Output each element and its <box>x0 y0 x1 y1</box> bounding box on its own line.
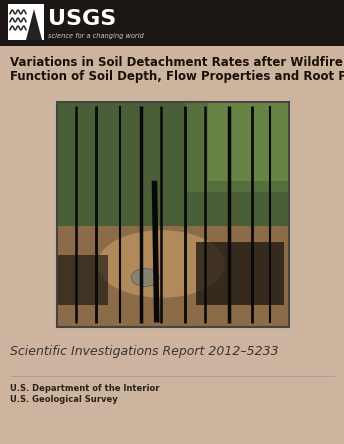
Text: science for a changing world: science for a changing world <box>48 33 144 39</box>
Text: Scientific Investigations Report 2012–5233: Scientific Investigations Report 2012–52… <box>10 345 279 358</box>
Text: Variations in Soil Detachment Rates after Wildfire as a: Variations in Soil Detachment Rates afte… <box>10 56 344 69</box>
Bar <box>196 242 284 305</box>
Bar <box>57 255 108 305</box>
Text: USGS: USGS <box>48 9 116 29</box>
Polygon shape <box>26 9 42 40</box>
Text: Function of Soil Depth, Flow Properties and Root Properties: Function of Soil Depth, Flow Properties … <box>10 70 344 83</box>
Ellipse shape <box>131 269 159 286</box>
Bar <box>208 102 289 181</box>
Text: U.S. Geological Survey: U.S. Geological Survey <box>10 395 118 404</box>
Bar <box>185 102 289 192</box>
Text: U.S. Department of the Interior: U.S. Department of the Interior <box>10 384 160 393</box>
Bar <box>57 102 289 226</box>
Ellipse shape <box>98 230 225 298</box>
Bar <box>0 0 344 46</box>
Bar <box>57 226 289 327</box>
Bar <box>57 102 289 327</box>
Bar <box>57 102 289 327</box>
Bar <box>8 4 44 40</box>
